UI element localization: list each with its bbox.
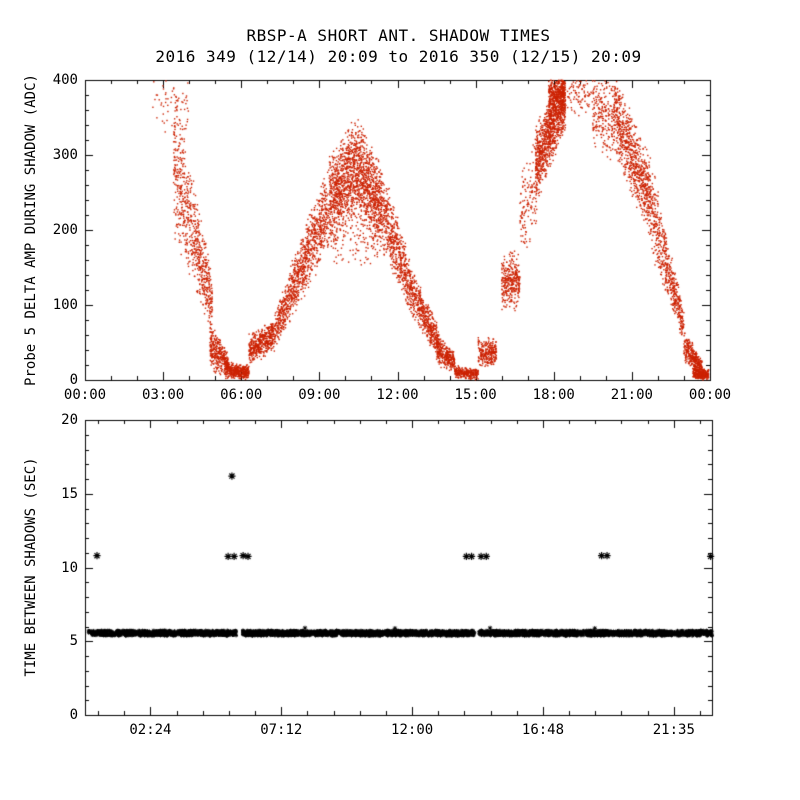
tick-label: 0 [69,372,78,388]
tick-label: 100 [52,297,78,313]
tick-label: 10 [61,559,78,576]
tick-label: 12:00 [391,722,434,738]
tick-label: 12:00 [376,387,419,403]
tick-label: 15 [61,485,78,502]
tick-label: 400 [52,72,78,88]
tick-label: 03:00 [142,387,185,403]
tick-label: 15:00 [454,387,497,403]
tick-label: 09:00 [298,387,341,403]
tick-label: 5 [69,633,78,650]
tick-label: 0 [69,707,78,723]
tick-label: 07:12 [260,722,303,738]
tick-label: 00:00 [688,387,732,403]
tick-label: 02:24 [129,722,172,738]
tick-label: 20 [61,412,78,428]
tick-label: 16:48 [521,722,565,738]
tick-label: 00:00 [63,387,107,403]
tick-label: 21:00 [610,387,653,403]
tick-label: 300 [52,147,78,163]
tick-label: 18:00 [532,387,575,403]
chart-subtitle: 2016 349 (12/14) 20:09 to 2016 350 (12/1… [155,47,642,66]
chart-title: RBSP-A SHORT ANT. SHADOW TIMES [246,26,551,45]
tick-label: 21:35 [652,722,695,738]
tick-label: 200 [52,222,78,238]
tick-label: 06:00 [220,387,263,403]
